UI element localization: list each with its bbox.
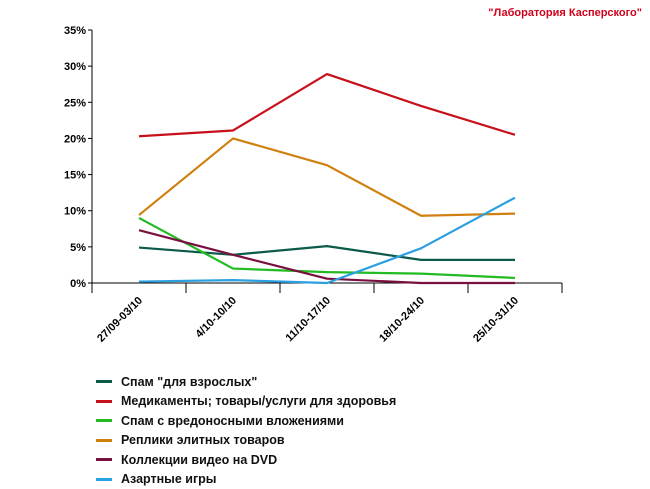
x-tick-label: 18/10-24/10 <box>377 295 427 345</box>
legend-item: Азартные игры <box>96 470 396 489</box>
y-tick-label: 5% <box>70 242 86 254</box>
x-tick-label: 27/09-03/10 <box>95 295 145 345</box>
legend-item: Реплики элитных товаров <box>96 431 396 451</box>
chart-legend: Спам "для взрослых" Медикаменты; товары/у… <box>96 372 396 489</box>
y-tick-label: 30% <box>64 61 86 73</box>
series-line-2 <box>139 74 515 136</box>
x-tick-label: 4/10-10/10 <box>193 295 239 341</box>
y-tick-label: 10% <box>64 206 86 218</box>
series-lines <box>139 74 515 283</box>
y-tick-label: 0% <box>70 278 86 290</box>
y-tick-label: 15% <box>64 170 86 182</box>
y-tick-label: 25% <box>64 97 86 109</box>
legend-swatch <box>96 419 112 422</box>
legend-label: Азартные игры <box>121 472 216 486</box>
legend-item: Спам с вредоносными вложениями <box>96 411 396 431</box>
legend-label: Реплики элитных товаров <box>121 433 285 447</box>
legend-item: Медикаменты; товары/услуги для здоровья <box>96 392 396 412</box>
legend-item: Коллекции видео на DVD <box>96 450 396 470</box>
legend-label: Спам с вредоносными вложениями <box>121 414 344 428</box>
legend-label: Коллекции видео на DVD <box>121 453 277 467</box>
legend-label: Медикаменты; товары/услуги для здоровья <box>121 394 396 408</box>
legend-item: Спам "для взрослых" <box>96 372 396 392</box>
series-line-4 <box>139 138 515 215</box>
x-tick-label: 11/10-17/10 <box>284 295 334 345</box>
x-tick-labels: 27/09-03/10 4/10-10/10 11/10-17/10 18/10-24… <box>92 283 562 345</box>
legend-swatch <box>96 439 112 442</box>
legend-swatch <box>96 400 112 403</box>
y-tick-label: 20% <box>64 133 86 145</box>
x-tick-label: 25/10-31/10 <box>471 295 521 345</box>
series-line-6 <box>139 198 515 283</box>
y-tick-label: 35% <box>64 25 86 37</box>
y-tick-labels: 0% 5% 10% 15% 20% 25% 30% 35% <box>64 25 92 290</box>
legend-swatch <box>96 380 112 383</box>
legend-swatch <box>96 478 112 481</box>
line-chart: 0% 5% 10% 15% 20% 25% 30% 35% 27/09-03/10 4/10-1… <box>0 0 650 370</box>
legend-label: Спам "для взрослых" <box>121 375 257 389</box>
legend-swatch <box>96 458 112 461</box>
